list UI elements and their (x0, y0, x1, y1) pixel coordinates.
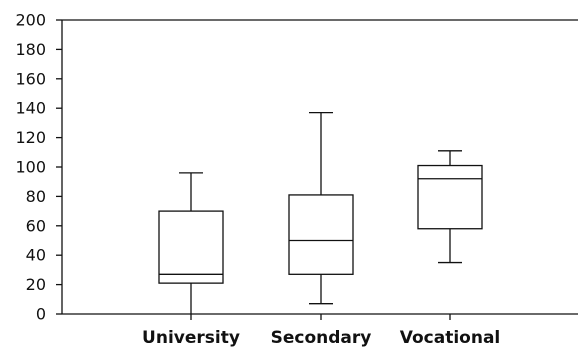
y-tick-label: 80 (26, 187, 46, 206)
iqr-box (288, 194, 354, 275)
y-tick-label: 200 (15, 11, 46, 30)
y-tick-label: 140 (15, 99, 46, 118)
box-vocational (417, 150, 483, 320)
boxes (158, 111, 483, 320)
box-university (158, 172, 224, 320)
y-tick-label: 20 (26, 275, 46, 294)
y-tick-label: 100 (15, 158, 46, 177)
y-tick-label: 0 (36, 305, 46, 324)
y-tick-label: 160 (15, 69, 46, 88)
iqr-box (417, 164, 483, 230)
x-tick-label: University (142, 328, 240, 348)
y-tick-label: 120 (15, 128, 46, 147)
x-tick-label: Secondary (271, 328, 372, 348)
y-tick-label: 180 (15, 40, 46, 59)
y-tick-label: 40 (26, 246, 46, 265)
box-secondary (288, 111, 354, 320)
y-tick-label: 60 (26, 216, 46, 235)
iqr-box (158, 210, 224, 284)
category-labels: University Secondary Vocational (142, 328, 500, 348)
x-tick-label: Vocational (400, 328, 501, 348)
y-ticks: 0 20 40 60 80 100 120 140 160 180 200 (15, 11, 62, 324)
